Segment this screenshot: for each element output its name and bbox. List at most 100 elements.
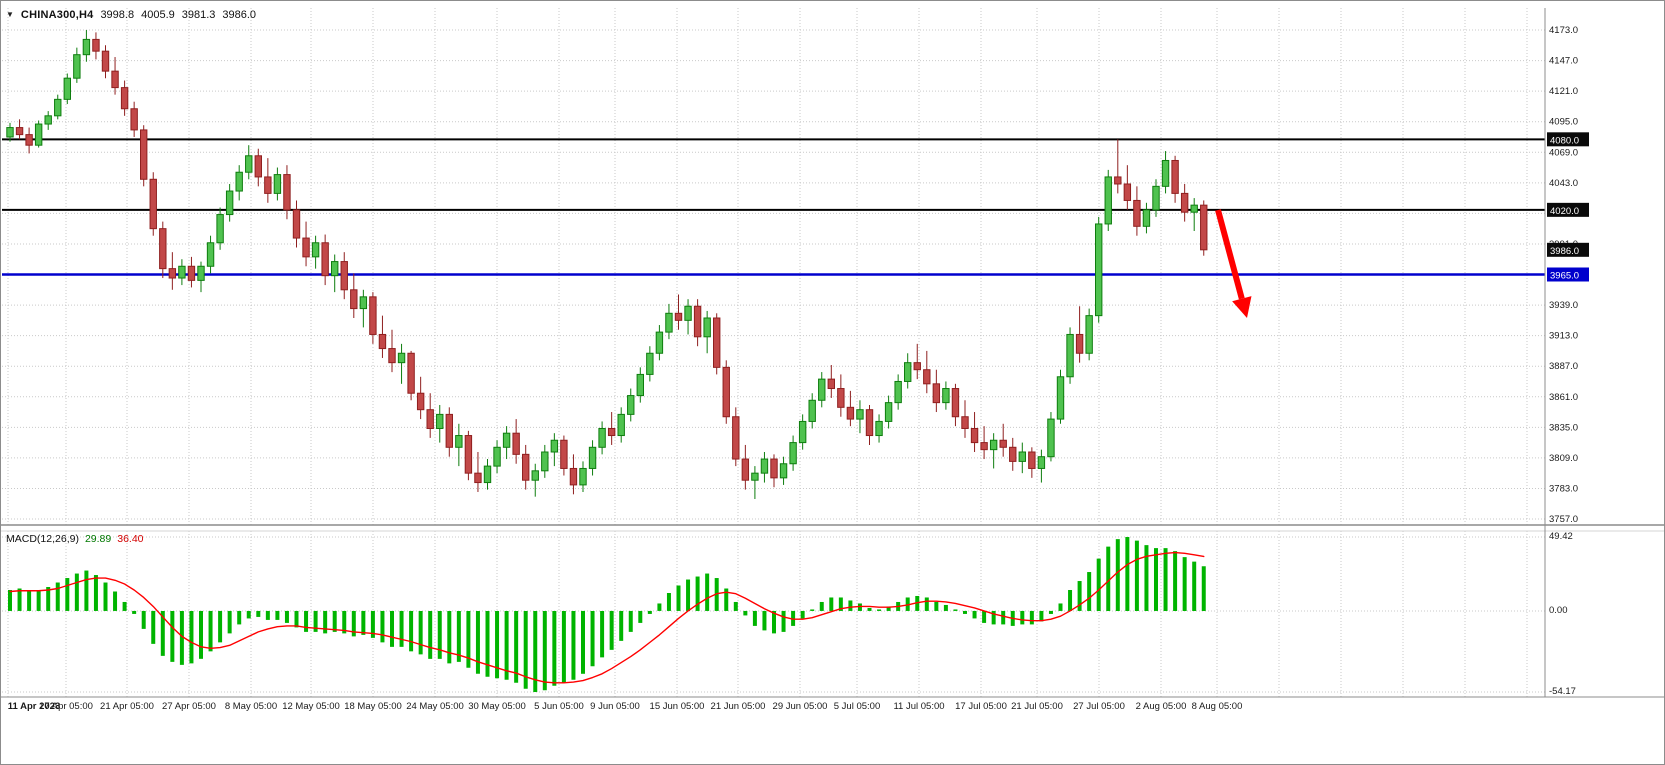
price-axis-label: 3939.0 xyxy=(1549,300,1578,311)
candle-body xyxy=(235,171,243,192)
time-axis-label: 15 Jun 05:00 xyxy=(650,701,705,712)
candle-body xyxy=(15,127,24,136)
candle-body xyxy=(875,420,883,437)
candle-body xyxy=(913,362,921,371)
candle-body xyxy=(942,388,950,404)
candle-body xyxy=(550,439,559,453)
candle-body xyxy=(273,174,282,194)
price-axis-label: 3913.0 xyxy=(1549,331,1578,342)
trend-arrow-head xyxy=(1232,296,1252,318)
candle-body xyxy=(588,446,597,469)
candle-body xyxy=(884,402,893,422)
candle-body xyxy=(751,472,759,481)
candle-body xyxy=(846,406,855,420)
candle-body xyxy=(254,155,263,178)
price-badge xyxy=(1547,202,1589,217)
candle-body xyxy=(770,458,778,479)
ohlc-high-value: 4005.9 xyxy=(141,9,175,21)
candle-body xyxy=(856,409,864,420)
trend-arrow-shaft[interactable] xyxy=(1215,209,1245,300)
price-badge-label: 4020.0 xyxy=(1550,206,1579,217)
time-axis-label: 21 Jun 05:00 xyxy=(711,701,766,712)
price-axis-label: 4069.0 xyxy=(1549,147,1578,158)
time-axis-label: 17 Apr 05:00 xyxy=(39,701,93,712)
candle-body xyxy=(359,296,368,310)
candle-body xyxy=(311,242,320,258)
price-badge xyxy=(1547,132,1589,147)
candle-body xyxy=(818,378,826,401)
candle-body xyxy=(225,190,234,216)
price-axis-label: 3835.0 xyxy=(1549,422,1578,433)
candle-body xyxy=(464,435,473,474)
time-axis-label: 12 May 05:00 xyxy=(282,701,340,712)
candle-body xyxy=(445,413,454,448)
candle-body xyxy=(407,352,415,394)
time-axis-label: 21 Jul 05:00 xyxy=(1011,701,1063,712)
candle-body xyxy=(1133,199,1141,227)
candle-body xyxy=(932,383,941,404)
candle-body xyxy=(1095,223,1103,317)
candle-body xyxy=(923,369,931,385)
candle-body xyxy=(111,70,119,89)
candle-body xyxy=(1056,376,1065,420)
candle-body xyxy=(646,352,654,375)
time-axis-label: 5 Jul 05:00 xyxy=(834,701,880,712)
candle-body xyxy=(894,380,902,404)
candle-body xyxy=(1028,451,1036,469)
candle-body xyxy=(531,470,539,481)
candle-body xyxy=(1180,192,1189,213)
price-axis-label: 4043.0 xyxy=(1549,178,1578,189)
candle-body xyxy=(999,439,1007,448)
candle-body xyxy=(732,416,740,460)
price-badge-label: 3965.0 xyxy=(1550,271,1579,282)
candle-body xyxy=(779,463,788,479)
candle-body xyxy=(627,395,635,415)
candle-body xyxy=(703,317,711,338)
candle-body xyxy=(522,453,530,481)
candle-body xyxy=(1104,176,1112,225)
candle-body xyxy=(569,467,578,486)
candle-body xyxy=(827,378,835,390)
time-axis-label: 29 Jun 05:00 xyxy=(773,701,828,712)
candle-body xyxy=(44,115,52,125)
price-axis-label: 4173.0 xyxy=(1549,25,1578,36)
candle-body xyxy=(904,362,912,382)
candle-body xyxy=(388,348,396,364)
candle-body xyxy=(598,427,606,448)
price-badge xyxy=(1547,267,1589,282)
candle-body xyxy=(292,209,301,239)
symbol-dropdown-icon[interactable]: ▼ xyxy=(6,10,14,19)
candle-body xyxy=(63,77,71,100)
candle-body xyxy=(722,366,730,418)
candle-body xyxy=(321,242,329,277)
candle-body xyxy=(197,265,205,281)
macd-indicator-header: MACD(12,26,9) 29.89 36.40 xyxy=(6,533,144,545)
time-axis-label: 11 Jul 05:00 xyxy=(893,701,944,712)
candle-body xyxy=(1037,456,1046,469)
candle-body xyxy=(1190,204,1198,213)
macd-signal-value: 36.40 xyxy=(117,533,144,545)
price-axis-label: 3809.0 xyxy=(1549,453,1578,464)
price-badge-label: 3986.0 xyxy=(1550,246,1579,257)
ohlc-close-value: 3986.0 xyxy=(222,9,257,21)
candle-body xyxy=(340,261,348,291)
candle-body xyxy=(1161,159,1170,187)
candle-body xyxy=(502,432,511,448)
candle-body xyxy=(970,427,979,444)
time-axis-label: 8 May 05:00 xyxy=(225,701,277,712)
candle-body xyxy=(789,442,797,465)
macd-axis-min-label: -54.17 xyxy=(1549,686,1576,697)
candle-body xyxy=(474,472,482,484)
time-axis-label: 11 Apr 2023 xyxy=(8,701,60,712)
candle-body xyxy=(560,439,568,469)
time-axis-label: 27 Apr 05:00 xyxy=(162,701,216,712)
time-axis-label: 18 May 05:00 xyxy=(344,701,402,712)
ohlc-open-value: 3998.8 xyxy=(100,9,135,21)
candle-body xyxy=(54,98,62,117)
candle-body xyxy=(206,242,215,267)
candle-body xyxy=(378,333,387,350)
candle-body xyxy=(483,465,492,484)
macd-main-value: 29.89 xyxy=(84,533,112,545)
